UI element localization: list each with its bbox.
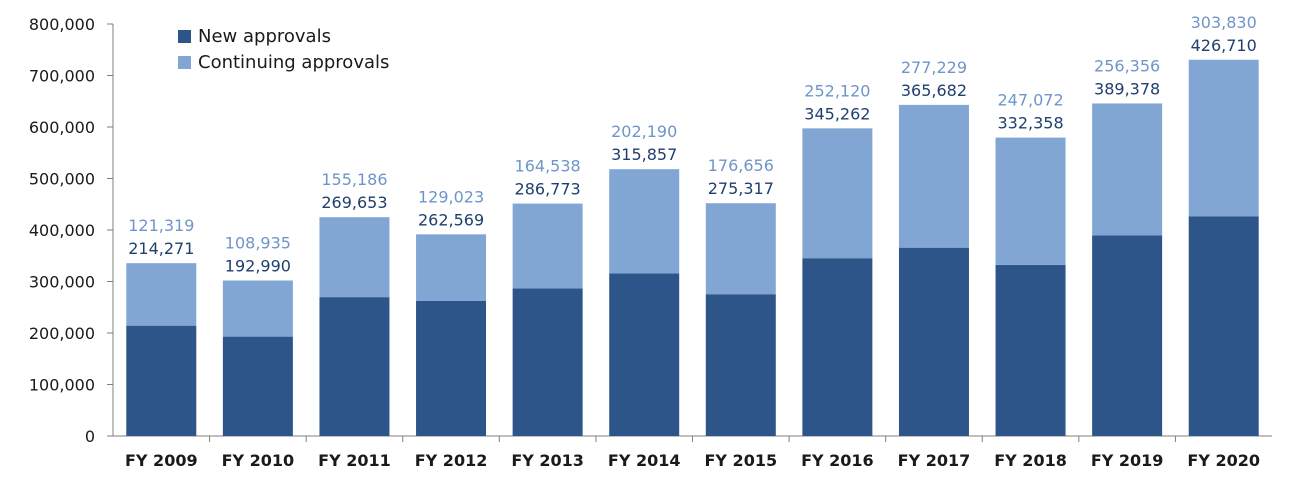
bar-new-approvals (1188, 216, 1259, 436)
data-label-new-approvals: 315,857 (611, 145, 677, 164)
x-tick-label: FY 2016 (801, 451, 874, 470)
bar-new-approvals (995, 264, 1066, 436)
bar-new-approvals (319, 297, 390, 436)
data-label-new-approvals: 286,773 (515, 180, 581, 199)
x-tick-label: FY 2013 (511, 451, 584, 470)
x-tick-label: FY 2018 (994, 451, 1067, 470)
bar-continuing-approvals (1092, 103, 1163, 236)
bar-continuing-approvals (995, 137, 1066, 265)
x-tick-label: FY 2009 (125, 451, 198, 470)
y-tick-label: 800,000 (29, 15, 95, 34)
y-tick-label: 600,000 (29, 118, 95, 137)
bar-new-approvals (416, 300, 487, 436)
data-label-new-approvals: 332,358 (997, 114, 1063, 133)
data-label-new-approvals: 214,271 (128, 239, 194, 258)
x-tick-label: FY 2012 (415, 451, 488, 470)
y-tick-label: 200,000 (29, 324, 95, 343)
bar-new-approvals (1092, 235, 1163, 436)
y-tick-label: 100,000 (29, 376, 95, 395)
data-label-continuing-approvals: 108,935 (225, 234, 291, 253)
bar-new-approvals (512, 288, 583, 436)
bar-continuing-approvals (319, 217, 390, 298)
y-tick-label: 700,000 (29, 67, 95, 86)
bar-continuing-approvals (609, 169, 680, 274)
y-tick-label: 300,000 (29, 273, 95, 292)
bar-continuing-approvals (705, 203, 776, 295)
x-axis: FY 2009 FY 2010 FY 2011 FY 2012 FY 2013 FY 20… (113, 435, 1272, 470)
data-label-continuing-approvals: 202,190 (611, 122, 677, 141)
data-labels: 214,271 121,319 192,990 108,935 269,653 155,1… (128, 13, 1257, 276)
y-axis: 0 100,000 200,000 300,000 400,000 500,000 600,… (29, 15, 114, 446)
bar-continuing-approvals (1188, 59, 1259, 217)
bar-continuing-approvals (126, 263, 197, 326)
x-tick-label: FY 2020 (1187, 451, 1260, 470)
data-label-new-approvals: 192,990 (225, 257, 291, 276)
data-label-new-approvals: 275,317 (708, 179, 774, 198)
legend-swatch (178, 56, 191, 69)
data-label-continuing-approvals: 277,229 (901, 58, 967, 77)
x-tick-label: FY 2017 (898, 451, 971, 470)
bar-continuing-approvals (222, 280, 293, 337)
x-tick-label: FY 2014 (608, 451, 681, 470)
bar-new-approvals (802, 258, 873, 436)
data-label-continuing-approvals: 176,656 (708, 156, 774, 175)
bar-new-approvals (609, 273, 680, 436)
x-tick-label: FY 2015 (704, 451, 777, 470)
data-label-new-approvals: 389,378 (1094, 79, 1160, 98)
data-label-continuing-approvals: 252,120 (804, 81, 870, 100)
x-tick-label: FY 2011 (318, 451, 391, 470)
x-tick-label: FY 2019 (1091, 451, 1164, 470)
bar-new-approvals (705, 294, 776, 436)
y-tick-label: 400,000 (29, 221, 95, 240)
legend: New approvals Continuing approvals (178, 26, 389, 73)
data-label-continuing-approvals: 247,072 (997, 91, 1063, 110)
data-label-continuing-approvals: 129,023 (418, 187, 484, 206)
bar-continuing-approvals (802, 128, 873, 259)
legend-label: New approvals (198, 26, 331, 47)
data-label-continuing-approvals: 164,538 (515, 157, 581, 176)
data-label-new-approvals: 269,653 (321, 193, 387, 212)
bar-continuing-approvals (416, 234, 487, 301)
data-label-new-approvals: 426,710 (1191, 36, 1257, 55)
y-tick-label: 500,000 (29, 170, 95, 189)
y-tick-label: 0 (85, 427, 95, 446)
bar-continuing-approvals (898, 104, 969, 248)
x-tick-label: FY 2010 (222, 451, 295, 470)
bar-new-approvals (898, 247, 969, 436)
bar-new-approvals (126, 325, 197, 436)
data-label-continuing-approvals: 121,319 (128, 216, 194, 235)
bar-continuing-approvals (512, 203, 583, 289)
data-label-continuing-approvals: 155,186 (321, 170, 387, 189)
data-label-new-approvals: 345,262 (804, 104, 870, 123)
data-label-new-approvals: 365,682 (901, 81, 967, 100)
data-label-new-approvals: 262,569 (418, 210, 484, 229)
legend-label: Continuing approvals (198, 52, 389, 73)
data-label-continuing-approvals: 256,356 (1094, 56, 1160, 75)
data-label-continuing-approvals: 303,830 (1191, 13, 1257, 32)
bar-new-approvals (222, 336, 293, 436)
legend-swatch (178, 30, 191, 43)
bars (126, 59, 1259, 436)
